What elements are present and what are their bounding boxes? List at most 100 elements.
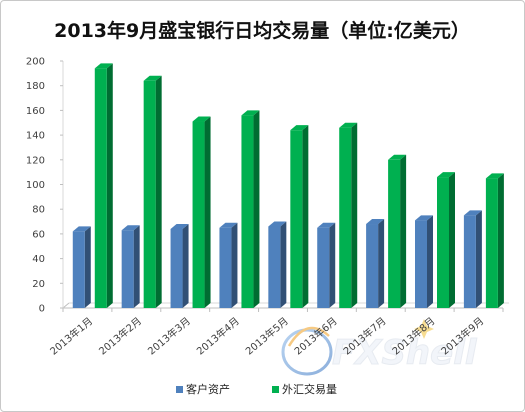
y-tick-label: 160 (26, 106, 45, 117)
bar-side (133, 225, 140, 308)
bar-front (290, 130, 303, 308)
bar (192, 116, 211, 308)
legend-label: 外汇交易量 (282, 382, 337, 396)
legend-swatch (272, 386, 279, 393)
bar (143, 75, 162, 308)
bar (415, 215, 433, 308)
bar-side (302, 125, 309, 308)
axis-layer: 0 20 40 60 80 100 120 140 160 180 200 (26, 57, 509, 315)
bar-front (463, 215, 476, 308)
bar-top (121, 225, 140, 231)
bar-front (366, 224, 379, 308)
bar (290, 125, 309, 308)
bar-side (351, 122, 358, 308)
y-tick-label: 60 (32, 229, 45, 240)
bar-top (72, 226, 91, 232)
bar-front (317, 227, 330, 308)
bar-side (84, 226, 91, 308)
bar-front (143, 80, 156, 308)
bar-top (241, 110, 260, 116)
bar-top (463, 210, 482, 216)
bar-side (449, 172, 455, 308)
bar-front (437, 177, 449, 308)
y-tick-label: 180 (26, 81, 45, 92)
x-tick-label: 2013年4月 (194, 314, 242, 357)
bar-front (485, 178, 498, 308)
y-tick-label: 0 (39, 304, 45, 315)
legend-item-0: 客户资产 (176, 382, 230, 396)
bar (72, 226, 91, 308)
bar-top (339, 122, 358, 128)
bar-side (204, 116, 211, 308)
y-tick-label: 200 (26, 57, 45, 68)
bar-front (268, 226, 281, 308)
y-tick-label: 20 (32, 279, 45, 290)
x-tick-label: 2013年3月 (145, 314, 193, 357)
bar (219, 222, 238, 308)
bar-front (388, 159, 401, 308)
legend-label: 客户资产 (186, 382, 230, 396)
bar-top (94, 63, 113, 69)
y-tick-label: 80 (32, 205, 45, 216)
bar-top (485, 173, 504, 179)
bar-side (329, 222, 336, 308)
bars-layer (72, 63, 504, 308)
legend-swatch (176, 386, 183, 393)
bar-front (121, 230, 134, 308)
fxshell-watermark: FXShell (281, 319, 478, 376)
bar (366, 219, 385, 308)
chart-title: 2013年9月盛宝银行日均交易量（单位:亿美元） (54, 19, 470, 42)
bar (339, 122, 358, 308)
legend: 客户资产 外汇交易量 (176, 382, 337, 396)
bar-top (170, 223, 189, 229)
bar-front (170, 228, 183, 308)
bar-front (415, 220, 427, 308)
bar-front (72, 231, 85, 308)
x-tick-label: 2013年2月 (96, 314, 144, 357)
bar (241, 110, 260, 308)
y-tick-label: 100 (26, 180, 45, 191)
bar-top (192, 116, 211, 122)
bar-top (437, 172, 455, 178)
bar-top (317, 222, 336, 228)
bar-side (253, 110, 260, 308)
bar-top (366, 219, 385, 225)
bar-side (427, 215, 433, 308)
bar (388, 154, 407, 308)
bar (437, 172, 455, 308)
y-tick-label: 40 (32, 254, 45, 265)
y-tick-label: 120 (26, 155, 45, 166)
bar (94, 63, 113, 308)
watermark-swoosh-icon (287, 326, 330, 347)
bar-front (94, 68, 107, 308)
bar-top (290, 125, 309, 131)
floor-edge (62, 302, 70, 309)
bar-front (241, 115, 254, 308)
watermark-star-icon (414, 319, 434, 339)
bar-top (143, 75, 162, 81)
x-tick-label: 2013年1月 (47, 314, 95, 357)
bar-side (497, 173, 504, 308)
bar (121, 225, 140, 308)
bar (485, 173, 504, 308)
bar (268, 221, 287, 308)
bar-side (182, 223, 189, 308)
bar-side (475, 210, 482, 308)
bar-top (388, 154, 407, 160)
bar-side (231, 222, 238, 308)
bar (463, 210, 482, 308)
bar-side (280, 221, 287, 308)
bar-side (378, 219, 385, 308)
y-tick-label: 140 (26, 131, 45, 142)
bar-top (219, 222, 238, 228)
bar-side (400, 154, 407, 308)
bar (317, 222, 336, 308)
bar-side (155, 75, 162, 308)
bar-front (219, 227, 232, 308)
bar-front (339, 127, 352, 308)
legend-item-1: 外汇交易量 (272, 382, 337, 396)
watermark-text: FXShell (332, 333, 478, 373)
bar (170, 223, 189, 308)
bar-top (268, 221, 287, 227)
